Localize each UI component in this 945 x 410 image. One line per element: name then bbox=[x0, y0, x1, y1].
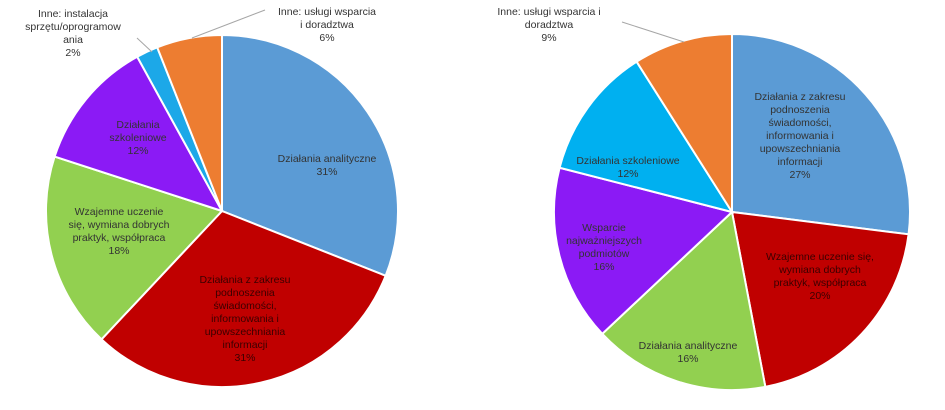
pie-slice-dzialania-szkoleniowe bbox=[53, 55, 225, 213]
data-label-dzialania-z-zakresu-podnoszenia-swiadomo: Działania z zakresu podnoszenia świadomośc… bbox=[199, 274, 290, 364]
pie-slice-dzialania-z-zakresu-podnoszenia-swiadomo bbox=[100, 209, 387, 388]
data-label-dzialania-analityczne: Działania analityczne 16% bbox=[639, 340, 738, 365]
leader-line bbox=[621, 21, 685, 43]
leader-line bbox=[136, 37, 153, 53]
data-label-inne-instalacja-sprzetu-oprogramowania: Inne: instalacja sprzętu/oprogramow ania 2% bbox=[25, 8, 121, 59]
data-label-dzialania-szkoleniowe: Działania szkoleniowe 12% bbox=[109, 119, 166, 157]
pie-slice-wsparcie-najwazniejszych-podmiotow bbox=[553, 166, 735, 336]
leader-line bbox=[191, 9, 266, 39]
pie-slice-dzialania-z-zakresu-podnoszenia-swiadomo bbox=[731, 32, 912, 236]
pie-slice-dzialania-analityczne bbox=[600, 210, 767, 391]
pie-slice-dzialania-szkoleniowe bbox=[558, 60, 735, 214]
data-label-inne-uslugi-wsparcia-i-doradztwa: Inne: usługi wsparcia i doradztwa 6% bbox=[278, 6, 376, 44]
pie-slice-inne-uslugi-wsparcia-i-doradztwa bbox=[155, 33, 223, 212]
data-label-wzajemne-uczenie-sie-wymiana-dobrych-pra: Wzajemne uczenie się, wymiana dobrych prak… bbox=[766, 251, 874, 302]
data-label-wsparcie-najwazniejszych-podmiotow: Wsparcie najważniejszych podmiotów 16% bbox=[566, 222, 642, 273]
data-label-wzajemne-uczenie-sie-wymiana-dobrych-pra: Wzajemne uczenie się, wymiana dobrych prak… bbox=[69, 206, 170, 257]
data-label-dzialania-analityczne: Działania analityczne 31% bbox=[278, 153, 377, 178]
pie-chart-right: Działania z zakresu podnoszenia świadomośc… bbox=[497, 6, 912, 391]
data-label-dzialania-z-zakresu-podnoszenia-swiadomo: Działania z zakresu podnoszenia świadomośc… bbox=[754, 91, 845, 181]
pie-slice-wzajemne-uczenie-sie-wymiana-dobrych-pra bbox=[45, 155, 224, 341]
pie-chart-left: Działania analityczne 31% Działania z zakr… bbox=[25, 6, 399, 388]
data-label-dzialania-szkoleniowe: Działania szkoleniowe 12% bbox=[576, 155, 679, 180]
pie-slice-dzialania-analityczne bbox=[221, 33, 399, 278]
data-label-inne-uslugi-wsparcia-i-doradztwa: Inne: usługi wsparcia i doradztwa 9% bbox=[497, 6, 600, 44]
pie-slice-wzajemne-uczenie-sie-wymiana-dobrych-pra bbox=[730, 210, 910, 389]
